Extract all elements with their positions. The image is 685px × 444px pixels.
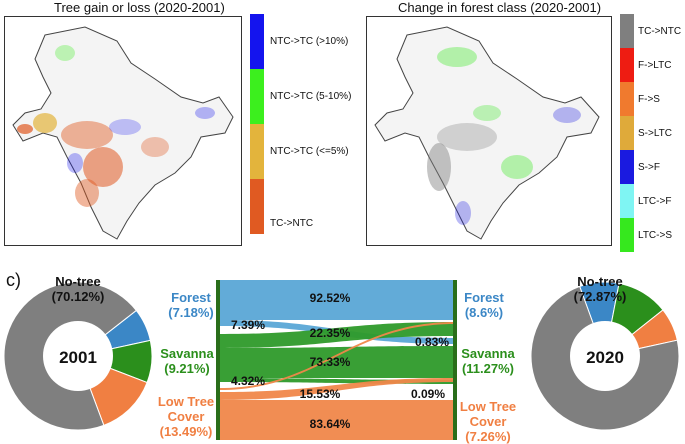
legend-a-label-3: TC->NTC <box>270 218 314 229</box>
india-map-b <box>374 26 600 240</box>
legend-a-swatch-1 <box>250 69 264 124</box>
flow-label-forest-savanna: 7.39% <box>231 318 265 332</box>
legend-b-label-0: TC->NTC <box>638 26 682 37</box>
forest-right-label: Forest <box>464 290 504 305</box>
legend-a-label-0: NTC->TC (>10%) <box>270 36 349 47</box>
legend-a-swatch-0 <box>250 14 264 69</box>
india-outline-b <box>374 26 600 240</box>
legend-b-label-2: F->S <box>638 94 660 105</box>
panel-a-map <box>4 16 242 246</box>
donut-2020-year: 2020 <box>586 348 624 367</box>
legend-b-swatch-3 <box>620 116 634 150</box>
sankey-left-bar <box>216 280 220 440</box>
ltc-right-pct: (7.26%) <box>465 429 511 444</box>
legend-b-swatch-1 <box>620 48 634 82</box>
panel-b-title: Change in forest class (2020-2001) <box>398 0 602 15</box>
legend-b-swatch-6 <box>620 218 634 252</box>
flow-label-forest-forest: 92.52% <box>310 291 351 305</box>
flow-label-ltc-forest: 0.83% <box>415 335 449 349</box>
no-tree-left-label: No-tree <box>55 274 101 289</box>
india-map-a <box>12 26 234 240</box>
flow-label-savanna-savanna: 73.33% <box>310 355 351 369</box>
no-tree-left-pct: (70.12%) <box>52 289 105 304</box>
flow-ltc-savanna <box>220 378 455 400</box>
legend-a-swatch-2 <box>250 124 264 179</box>
panel-a-title: Tree gain or loss (2020-2001) <box>54 0 225 15</box>
forest-left-pct: (7.18%) <box>168 305 214 320</box>
savanna-left-pct: (9.21%) <box>164 361 210 376</box>
legend-a-swatch-3 <box>250 179 264 234</box>
legend-b-swatch-2 <box>620 82 634 116</box>
legend-b-swatch-5 <box>620 184 634 218</box>
gain-loss-speckle-a <box>17 45 215 207</box>
sankey-right-bar <box>453 280 457 440</box>
legend-b-label-1: F->LTC <box>638 60 672 71</box>
forest-left-label: Forest <box>171 290 211 305</box>
legend-b-swatch-0 <box>620 14 634 48</box>
flow-label-savanna-forest: 22.35% <box>310 326 351 340</box>
savanna-right-label: Savanna <box>461 346 515 361</box>
ltc-left-label-1: Low Tree <box>158 394 214 409</box>
panel-a-legend: NTC->TC (>10%) NTC->TC (5-10%) NTC->TC (… <box>250 14 352 234</box>
ltc-left-pct: (13.49%) <box>160 424 213 439</box>
flow-forest-forest <box>220 280 455 320</box>
savanna-left-label: Savanna <box>160 346 214 361</box>
flow-label-savanna-ltc: 4.32% <box>231 374 265 388</box>
panel-c-letter: c) <box>6 270 21 290</box>
flow-label-ltc-savanna: 15.53% <box>300 387 341 401</box>
no-tree-right-pct: (72.87%) <box>574 289 627 304</box>
ltc-right-label-2: Cover <box>470 414 507 429</box>
legend-b-label-3: S->LTC <box>638 128 672 139</box>
forest-right-pct: (8.6%) <box>465 305 503 320</box>
legend-b-swatch-4 <box>620 150 634 184</box>
donut-2001-hole <box>43 321 113 391</box>
savanna-right-pct: (11.27%) <box>462 361 514 376</box>
ltc-left-label-2: Cover <box>168 409 205 424</box>
legend-b-label-5: LTC->F <box>638 196 672 207</box>
panel-b-legend: TC->NTC F->LTC F->S S->LTC S->F LTC->F L… <box>620 14 684 252</box>
flow-label-ltc-ltc: 83.64% <box>310 417 351 431</box>
flow-label-forest-ltc: 0.09% <box>411 387 445 401</box>
legend-a-label-2: NTC->TC (<=5%) <box>270 146 349 157</box>
donut-2020-hole <box>570 321 640 391</box>
panel-c-chart: 2001 2020 No-tree (70.12%) No-tree (72.8… <box>3 274 680 444</box>
donut-2001-year: 2001 <box>59 348 97 367</box>
no-tree-right-label: No-tree <box>577 274 623 289</box>
legend-a-label-1: NTC->TC (5-10%) <box>270 91 352 102</box>
flow-savanna-savanna <box>220 346 455 378</box>
panel-b-map <box>366 16 612 246</box>
flow-ltc-ltc <box>220 400 455 440</box>
flow-savanna-forest <box>220 322 455 348</box>
flow-ltc-forest <box>220 322 455 390</box>
ltc-right-label-1: Low Tree <box>460 399 516 414</box>
sankey-flows <box>216 280 457 440</box>
forest-class-speckle-b <box>427 47 581 225</box>
india-outline-a <box>12 26 234 240</box>
legend-b-label-6: LTC->S <box>638 230 672 241</box>
legend-b-label-4: S->F <box>638 162 660 173</box>
